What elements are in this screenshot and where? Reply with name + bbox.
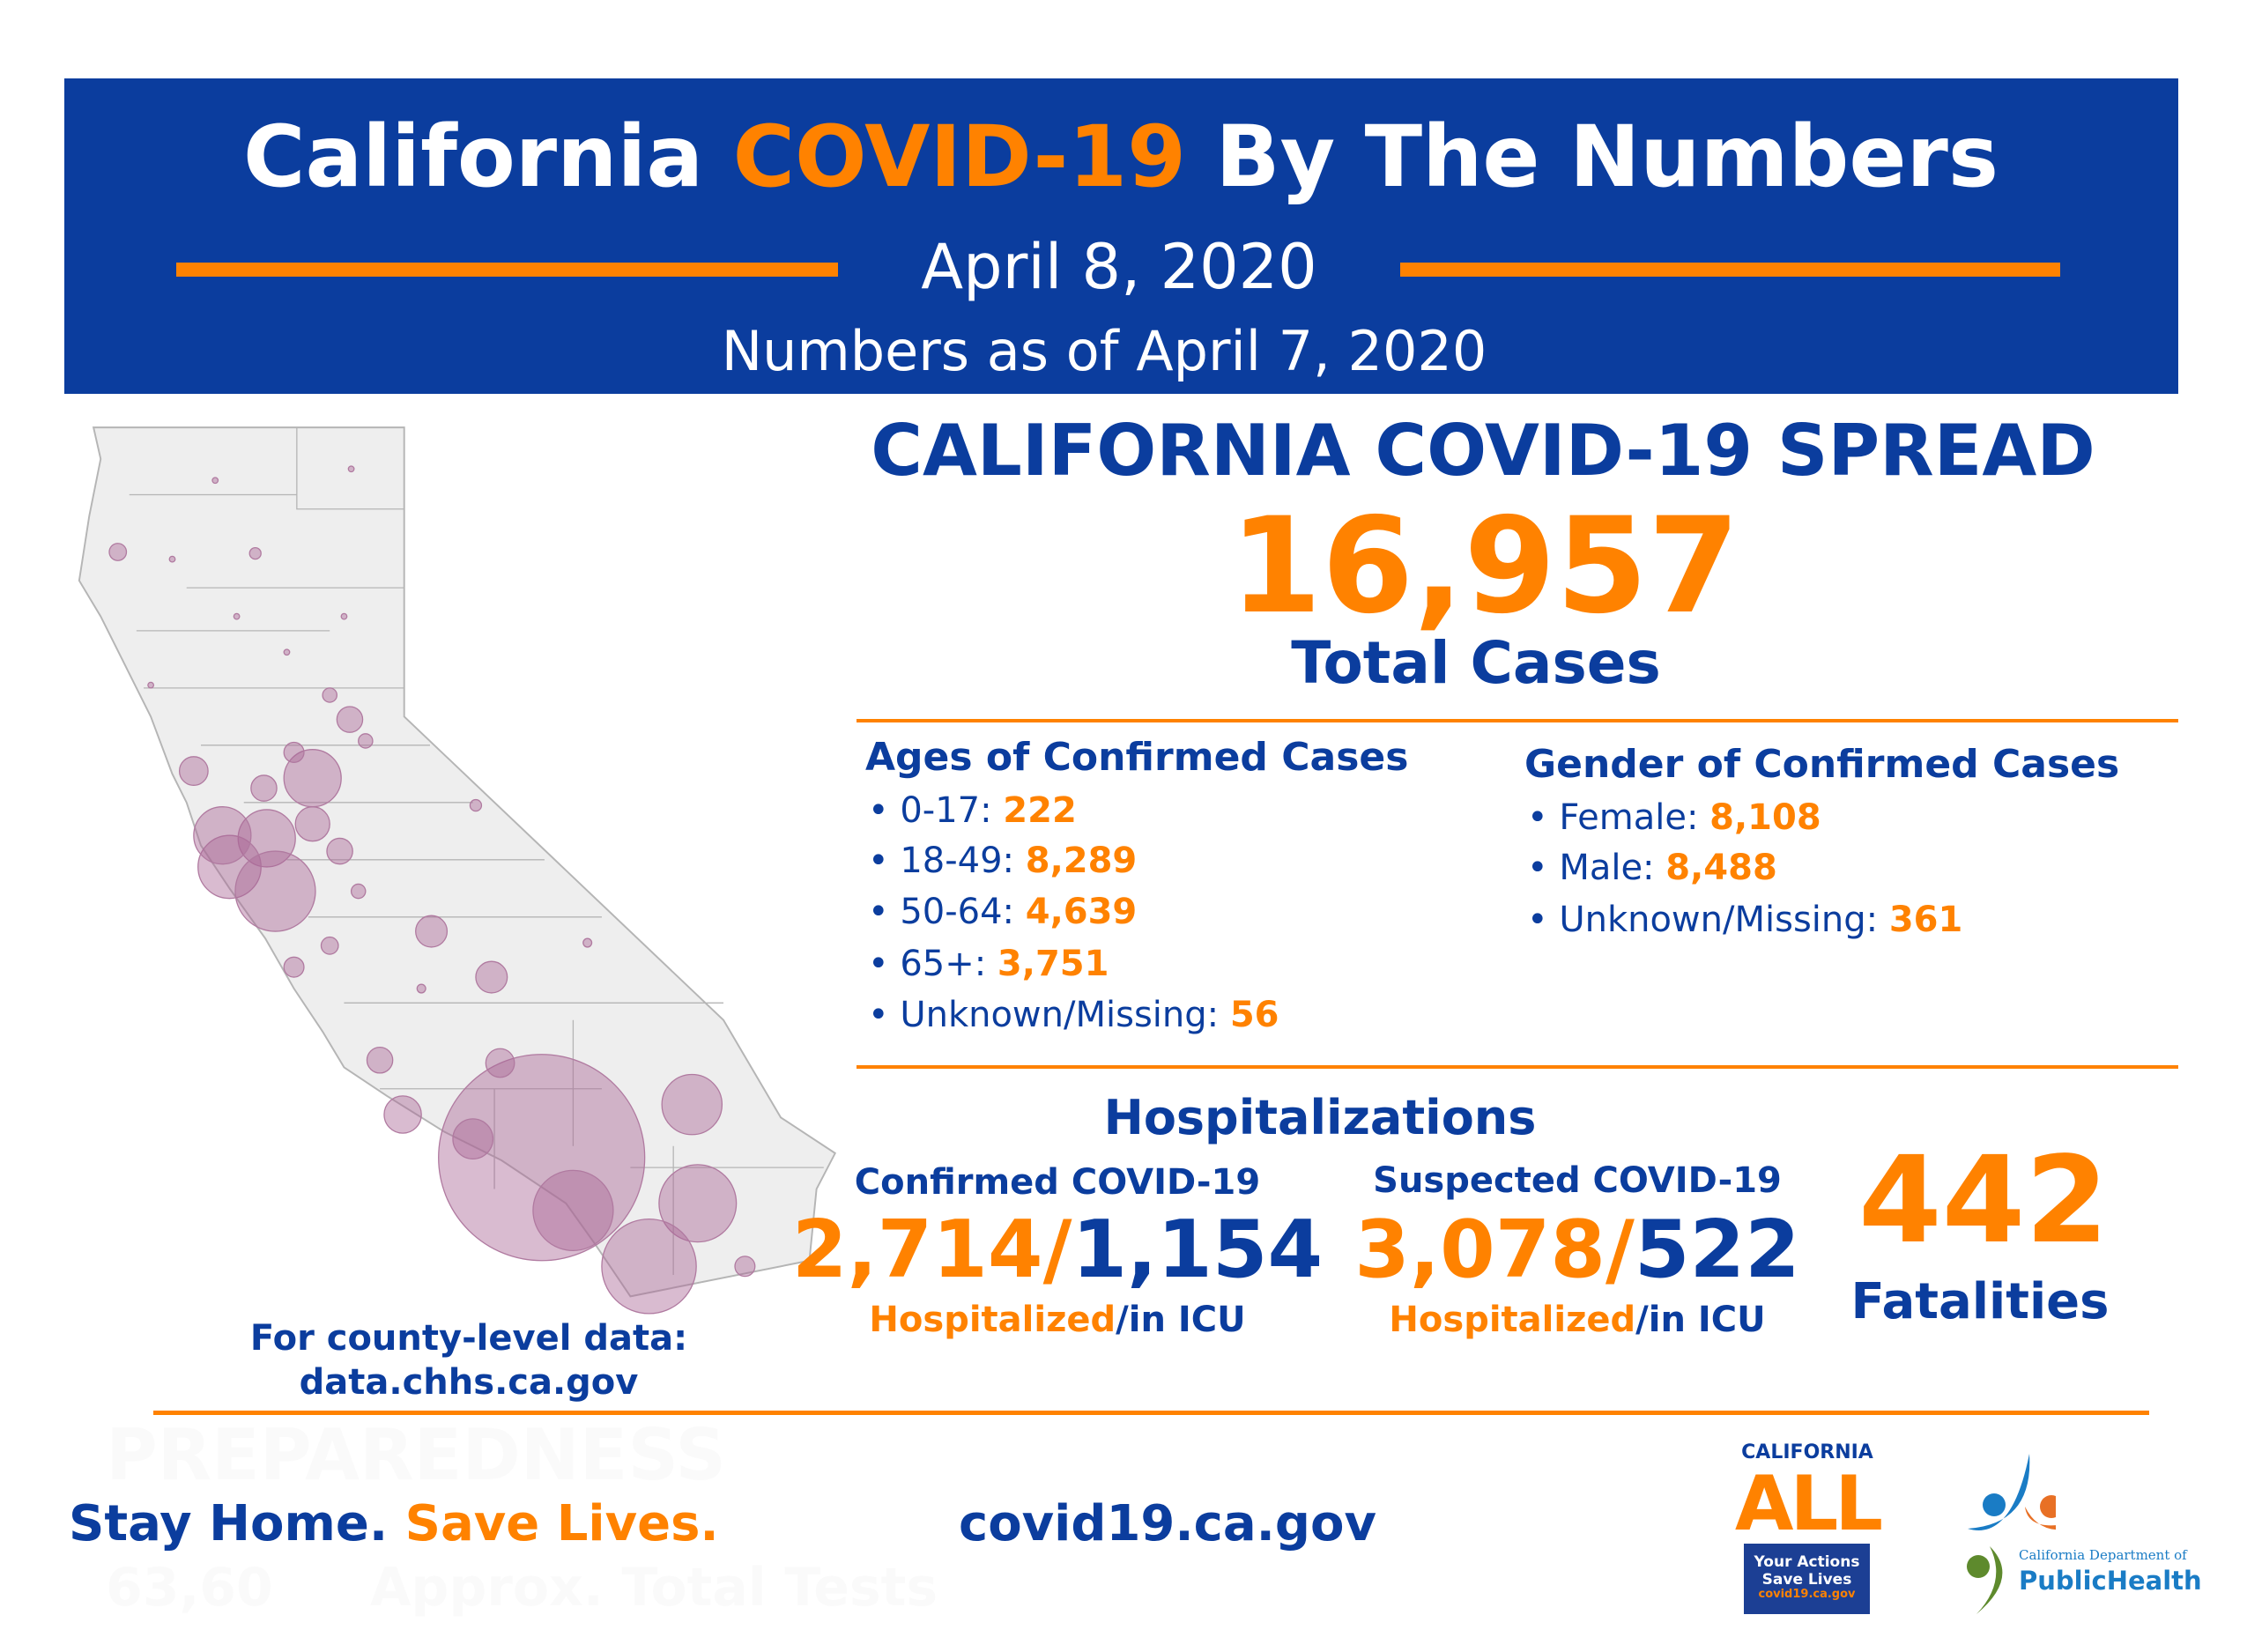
california-map — [78, 426, 837, 1315]
confirmed-label: Confirmed COVID-19 — [854, 1162, 1261, 1203]
slogan: Stay Home. Save Lives. — [69, 1495, 719, 1552]
divider — [1400, 263, 2060, 277]
suspected-label: Suspected COVID-19 — [1373, 1160, 1782, 1201]
gender-item: • Male: 8,488 — [1527, 848, 1777, 888]
ages-item: • 0-17: 222 — [868, 790, 1077, 831]
divider — [153, 1411, 2149, 1415]
total-cases-label: Total Cases — [1291, 629, 1661, 697]
suspected-sub: Hospitalized/in ICU — [1389, 1300, 1766, 1340]
county-data-link[interactable]: data.chhs.ca.gov — [299, 1362, 639, 1403]
case-bubble — [475, 960, 508, 994]
case-bubble — [582, 937, 593, 948]
case-bubble — [237, 809, 296, 868]
case-bubble — [366, 1047, 394, 1074]
county-data-text: For county-level data: — [249, 1318, 688, 1359]
case-bubble — [283, 956, 305, 978]
california-for-all-logo: CALIFORNIA ALL Your Actions Save Lives cov… — [1735, 1440, 1883, 1616]
case-bubble — [233, 612, 241, 620]
case-bubble — [350, 883, 367, 900]
case-bubble — [661, 1073, 723, 1136]
cdph-figure-icon — [1967, 1454, 2056, 1614]
page-title: California COVID-19 By The Numbers — [243, 107, 1999, 206]
case-bubble — [326, 837, 353, 865]
suspected-values: 3,078/522 — [1354, 1204, 1800, 1296]
case-bubble — [469, 798, 483, 812]
case-bubble — [283, 741, 305, 763]
report-date: April 8, 2020 — [921, 231, 1317, 303]
case-bubble — [452, 1118, 494, 1160]
case-bubble — [438, 1054, 646, 1262]
ages-item: • Unknown/Missing: 56 — [868, 995, 1279, 1035]
case-bubble — [283, 648, 291, 656]
confirmed-values: 2,714/1,154 — [791, 1204, 1324, 1296]
case-bubble — [168, 555, 176, 563]
case-bubble — [340, 612, 348, 620]
case-bubble — [197, 834, 262, 900]
divider — [857, 1065, 2178, 1069]
case-bubble — [211, 477, 219, 485]
total-cases-value: 16,957 — [1229, 490, 1740, 643]
gender-item: • Unknown/Missing: 361 — [1527, 900, 1963, 940]
case-bubble — [193, 806, 252, 865]
confirmed-sub: Hospitalized/in ICU — [869, 1300, 1246, 1340]
gender-item: • Female: 8,108 — [1527, 797, 1821, 838]
header-banner — [64, 78, 2178, 394]
divider — [176, 263, 838, 277]
case-bubble — [248, 546, 262, 560]
case-bubble — [532, 1169, 614, 1252]
case-bubble — [416, 983, 426, 994]
case-bubble — [108, 543, 128, 561]
case-bubble — [320, 936, 339, 955]
california-outline — [78, 426, 837, 1298]
divider — [857, 719, 2178, 722]
website-link[interactable]: covid19.ca.gov — [959, 1495, 1376, 1552]
case-bubble — [234, 850, 316, 932]
case-bubble — [147, 681, 155, 689]
ages-item: • 18-49: 8,289 — [868, 841, 1138, 881]
case-bubble — [734, 1256, 756, 1278]
case-bubble — [601, 1218, 697, 1315]
case-bubble — [358, 733, 374, 749]
fatalities-label: Fatalities — [1850, 1273, 2110, 1330]
watermark-text: Approx. Total Tests — [370, 1557, 938, 1619]
hospitalizations-title: Hospitalizations — [1103, 1090, 1537, 1145]
case-bubble — [347, 465, 355, 473]
case-bubble — [415, 915, 449, 948]
fatalities-value: 442 — [1858, 1131, 2109, 1270]
watermark-text: PREPAREDNESS — [106, 1414, 726, 1496]
case-bubble — [383, 1095, 422, 1134]
case-bubble — [658, 1164, 738, 1243]
case-bubble — [322, 687, 337, 703]
case-bubble — [294, 806, 330, 842]
spread-title: CALIFORNIA COVID-19 SPREAD — [871, 410, 2095, 492]
as-of-date: Numbers as of April 7, 2020 — [721, 319, 1487, 383]
case-bubble — [336, 706, 364, 733]
ages-item: • 50-64: 4,639 — [868, 892, 1138, 932]
gender-title: Gender of Confirmed Cases — [1524, 742, 2120, 787]
ages-title: Ages of Confirmed Cases — [865, 735, 1409, 780]
case-bubble — [178, 756, 209, 786]
cdph-logo: California Department of PublicHealth — [1959, 1445, 2202, 1617]
case-bubble — [250, 774, 278, 802]
county-borders — [129, 427, 824, 1275]
watermark-text: 63,60 — [106, 1557, 273, 1619]
ages-item: • 65+: 3,751 — [868, 944, 1109, 984]
case-bubble — [485, 1048, 515, 1078]
